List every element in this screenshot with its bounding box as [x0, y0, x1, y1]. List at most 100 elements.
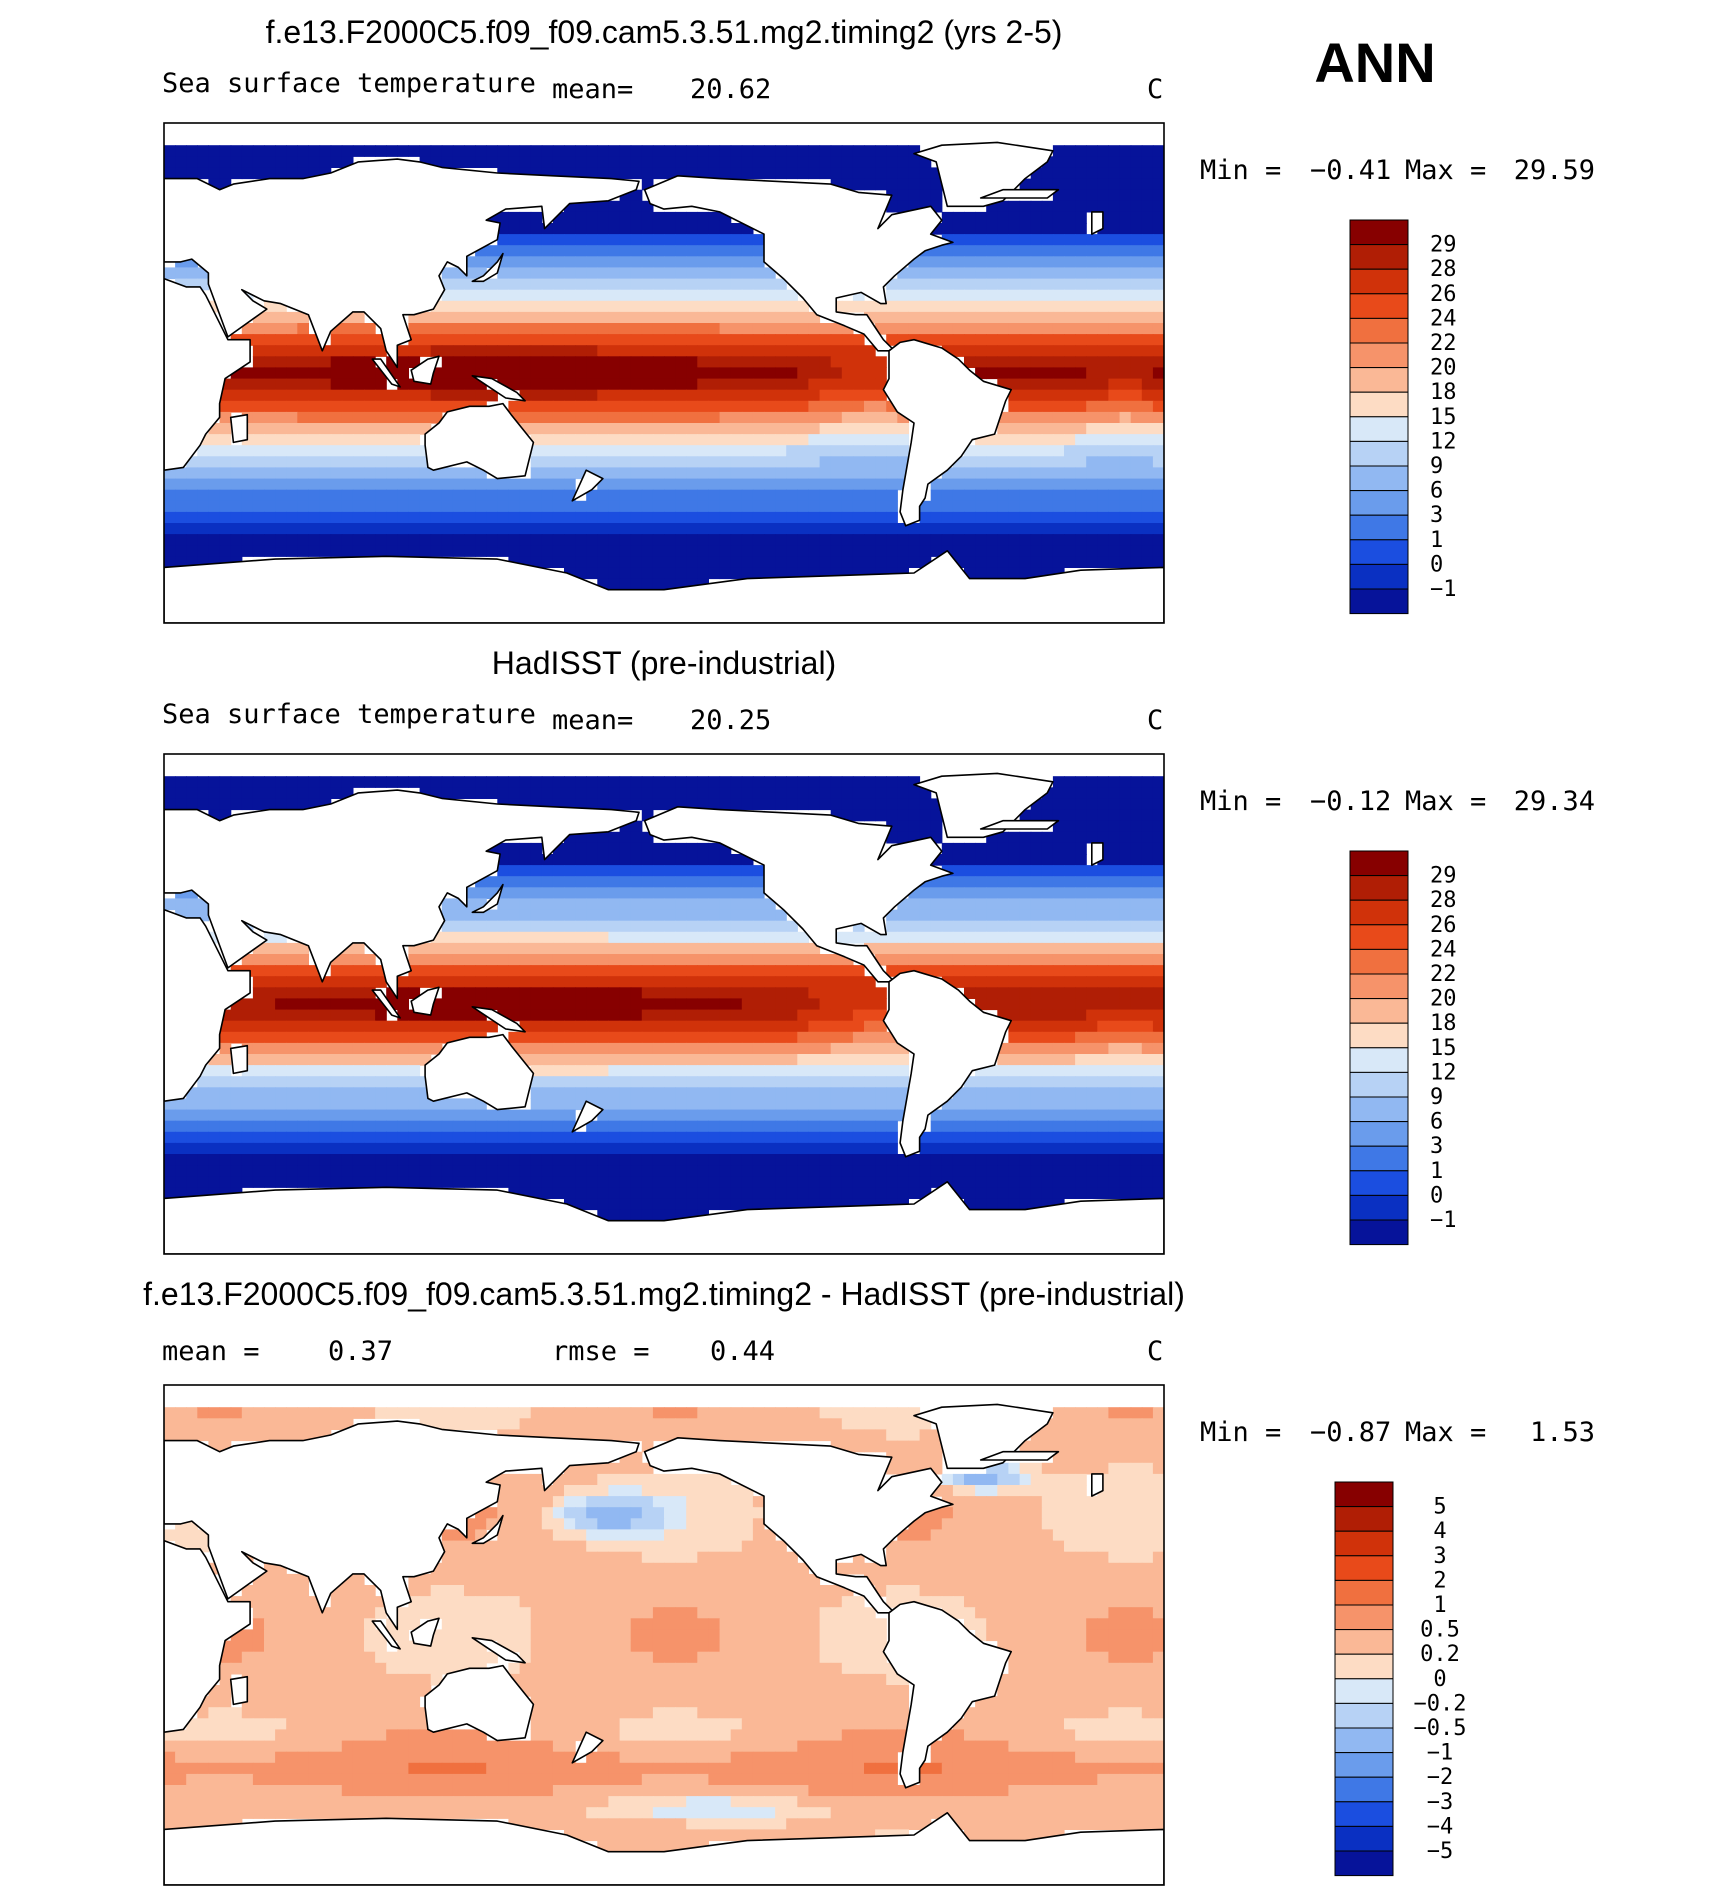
map-cell	[875, 1131, 887, 1144]
map-cell	[697, 289, 709, 302]
map-cell	[664, 400, 676, 413]
map-cell	[997, 1131, 1009, 1144]
map-cell	[619, 578, 632, 591]
map-cell	[364, 500, 376, 513]
map-cell	[630, 311, 643, 324]
map-cell	[630, 256, 643, 268]
map-cell	[1064, 1054, 1076, 1066]
panel-model-units: C	[1147, 74, 1163, 105]
map-cell	[630, 378, 643, 391]
map-cell	[986, 920, 998, 933]
map-cell	[764, 345, 776, 357]
map-cell	[1064, 842, 1076, 855]
map-cell	[730, 567, 743, 580]
map-cell	[886, 776, 898, 788]
map-cell	[975, 887, 987, 899]
map-cell	[652, 334, 665, 346]
map-cell	[497, 489, 509, 502]
map-cell	[552, 167, 565, 180]
map-cell	[275, 534, 287, 546]
map-cell	[641, 156, 654, 168]
map-cell	[1052, 842, 1065, 855]
map-cell	[430, 489, 443, 502]
map-cell	[697, 545, 709, 557]
map-cell	[730, 1031, 743, 1044]
map-cell	[419, 389, 432, 402]
map-cell	[264, 389, 276, 402]
map-cell	[730, 876, 743, 888]
map-cell	[375, 1120, 387, 1133]
map-cell	[630, 500, 643, 513]
map-cell	[1075, 809, 1087, 822]
map-cell	[508, 478, 521, 491]
map-cell	[1130, 367, 1143, 380]
map-cell	[941, 876, 954, 888]
map-cell	[319, 400, 332, 413]
map-cell	[1130, 1076, 1143, 1088]
map-cell	[219, 1009, 232, 1022]
map-cell	[541, 931, 554, 944]
map-cell	[752, 987, 765, 999]
map-cell	[330, 411, 343, 424]
map-cell	[508, 954, 521, 966]
map-cell	[475, 954, 487, 966]
map-cell	[664, 1109, 676, 1122]
map-cell	[297, 400, 309, 413]
map-cell	[1152, 289, 1164, 302]
map-cell	[730, 323, 743, 335]
map-cell	[519, 300, 532, 313]
map-cell	[508, 887, 521, 899]
map-cell	[264, 1065, 276, 1077]
map-cell	[564, 211, 576, 224]
map-cell	[597, 534, 609, 546]
map-cell	[797, 456, 809, 468]
map-cell	[752, 1131, 765, 1144]
map-cell	[708, 534, 721, 546]
map-cell	[719, 156, 732, 168]
map-cell	[630, 1131, 643, 1144]
map-cell	[630, 1120, 643, 1133]
map-cell	[975, 345, 987, 357]
map-cell	[975, 500, 987, 513]
map-cell	[964, 954, 976, 966]
map-cell	[1086, 787, 1098, 799]
map-cell	[808, 1142, 821, 1155]
map-cell	[664, 345, 676, 357]
map-cell	[1019, 511, 1032, 524]
map-cell	[475, 145, 487, 157]
map-cell	[652, 378, 665, 391]
map-cell	[164, 500, 176, 513]
map-cell	[741, 567, 754, 580]
map-cell	[675, 523, 687, 535]
map-cell	[1008, 854, 1021, 866]
colorbar-swatch	[1349, 268, 1409, 295]
map-cell	[452, 489, 465, 502]
map-cell	[1086, 909, 1098, 922]
map-cell	[452, 1031, 465, 1044]
map-cell	[964, 356, 976, 368]
map-cell	[697, 245, 709, 257]
map-cell	[208, 489, 221, 502]
map-cell	[1086, 400, 1098, 413]
map-cell	[1141, 323, 1154, 335]
map-cell	[552, 523, 565, 535]
map-cell	[619, 1042, 632, 1055]
map-cell	[719, 523, 732, 535]
map-cell	[841, 1131, 854, 1144]
map-cell	[475, 1009, 487, 1022]
map-cell	[641, 178, 654, 191]
map-cell	[1052, 267, 1065, 280]
map-cell	[508, 854, 521, 866]
map-cell	[1119, 545, 1132, 557]
map-cell	[252, 1065, 265, 1077]
map-cell	[641, 1031, 654, 1044]
map-cell	[597, 920, 609, 933]
coastline	[882, 338, 1013, 527]
map-cell	[752, 965, 765, 977]
map-cell	[564, 256, 576, 268]
map-cell	[675, 1131, 687, 1144]
map-cell	[552, 920, 565, 933]
map-cell	[1030, 842, 1043, 855]
map-cell	[308, 965, 321, 977]
map-cell	[1075, 411, 1087, 424]
